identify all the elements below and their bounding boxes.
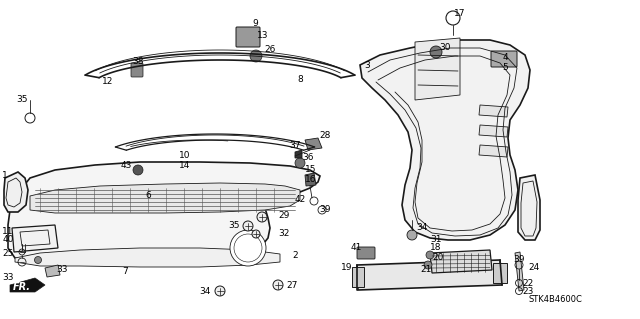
Text: 39: 39 <box>513 255 525 263</box>
Text: 25: 25 <box>3 249 13 257</box>
Circle shape <box>426 251 434 259</box>
Text: 7: 7 <box>122 268 128 277</box>
Text: 34: 34 <box>199 286 211 295</box>
Circle shape <box>252 230 260 238</box>
Text: 38: 38 <box>132 56 144 65</box>
Text: 8: 8 <box>297 76 303 85</box>
Text: 34: 34 <box>416 224 428 233</box>
FancyBboxPatch shape <box>491 51 517 67</box>
Text: 27: 27 <box>286 280 298 290</box>
Circle shape <box>230 230 266 266</box>
FancyBboxPatch shape <box>131 63 143 77</box>
Text: 13: 13 <box>257 32 269 41</box>
Polygon shape <box>30 183 300 213</box>
Text: 28: 28 <box>319 130 331 139</box>
Text: 39: 39 <box>319 205 331 214</box>
Circle shape <box>273 280 283 290</box>
Text: 3: 3 <box>364 61 370 70</box>
Text: 43: 43 <box>120 160 132 169</box>
Polygon shape <box>8 162 320 265</box>
Circle shape <box>133 165 143 175</box>
Text: 17: 17 <box>454 10 466 19</box>
Circle shape <box>430 46 442 58</box>
Text: 14: 14 <box>179 160 191 169</box>
Polygon shape <box>479 145 508 157</box>
FancyBboxPatch shape <box>357 247 375 259</box>
Polygon shape <box>515 252 524 291</box>
Text: 11: 11 <box>3 227 13 236</box>
Text: STK4B4600C: STK4B4600C <box>528 295 582 305</box>
Polygon shape <box>479 105 508 117</box>
Text: 21: 21 <box>420 265 432 275</box>
Text: 32: 32 <box>278 228 290 238</box>
Text: 29: 29 <box>278 211 290 219</box>
Text: 31: 31 <box>430 235 442 244</box>
Text: 42: 42 <box>294 196 306 204</box>
FancyBboxPatch shape <box>352 267 364 287</box>
Polygon shape <box>12 225 58 252</box>
Circle shape <box>250 50 262 62</box>
Circle shape <box>407 230 417 240</box>
Polygon shape <box>518 175 540 240</box>
Text: 35: 35 <box>16 95 28 105</box>
Polygon shape <box>10 278 45 292</box>
Text: 36: 36 <box>302 153 314 162</box>
Polygon shape <box>360 40 530 240</box>
Text: 15: 15 <box>305 166 317 174</box>
Circle shape <box>243 221 253 231</box>
Polygon shape <box>305 173 316 186</box>
Circle shape <box>424 261 432 269</box>
Circle shape <box>257 212 267 222</box>
Text: 26: 26 <box>264 46 276 55</box>
Text: FR.: FR. <box>13 282 31 292</box>
Text: 23: 23 <box>522 286 534 295</box>
Text: 10: 10 <box>179 151 191 160</box>
Circle shape <box>35 256 42 263</box>
Text: 37: 37 <box>289 140 301 150</box>
Text: 1: 1 <box>2 170 8 180</box>
Polygon shape <box>15 248 280 267</box>
FancyBboxPatch shape <box>236 27 260 47</box>
Circle shape <box>215 286 225 296</box>
Polygon shape <box>4 172 28 212</box>
Text: 5: 5 <box>502 63 508 72</box>
Text: 18: 18 <box>430 242 442 251</box>
Text: 12: 12 <box>102 78 114 86</box>
Text: 6: 6 <box>145 190 151 199</box>
Polygon shape <box>430 250 492 273</box>
Polygon shape <box>295 150 302 158</box>
Text: 33: 33 <box>56 265 68 275</box>
Text: 20: 20 <box>432 253 444 262</box>
Text: 2: 2 <box>292 250 298 259</box>
Text: 35: 35 <box>228 220 240 229</box>
Text: 30: 30 <box>439 42 451 51</box>
Circle shape <box>295 158 305 168</box>
Polygon shape <box>479 125 508 137</box>
Text: 9: 9 <box>252 19 258 28</box>
Text: 19: 19 <box>341 263 353 272</box>
Polygon shape <box>415 38 460 100</box>
Text: 24: 24 <box>529 263 540 272</box>
Text: 16: 16 <box>305 175 317 184</box>
Text: 22: 22 <box>522 278 534 287</box>
Text: 41: 41 <box>350 243 362 253</box>
Polygon shape <box>45 265 60 277</box>
Text: 33: 33 <box>3 273 13 283</box>
Text: 40: 40 <box>3 235 13 244</box>
Polygon shape <box>305 138 322 150</box>
Polygon shape <box>357 260 502 290</box>
FancyBboxPatch shape <box>493 263 507 283</box>
Text: 4: 4 <box>502 54 508 63</box>
